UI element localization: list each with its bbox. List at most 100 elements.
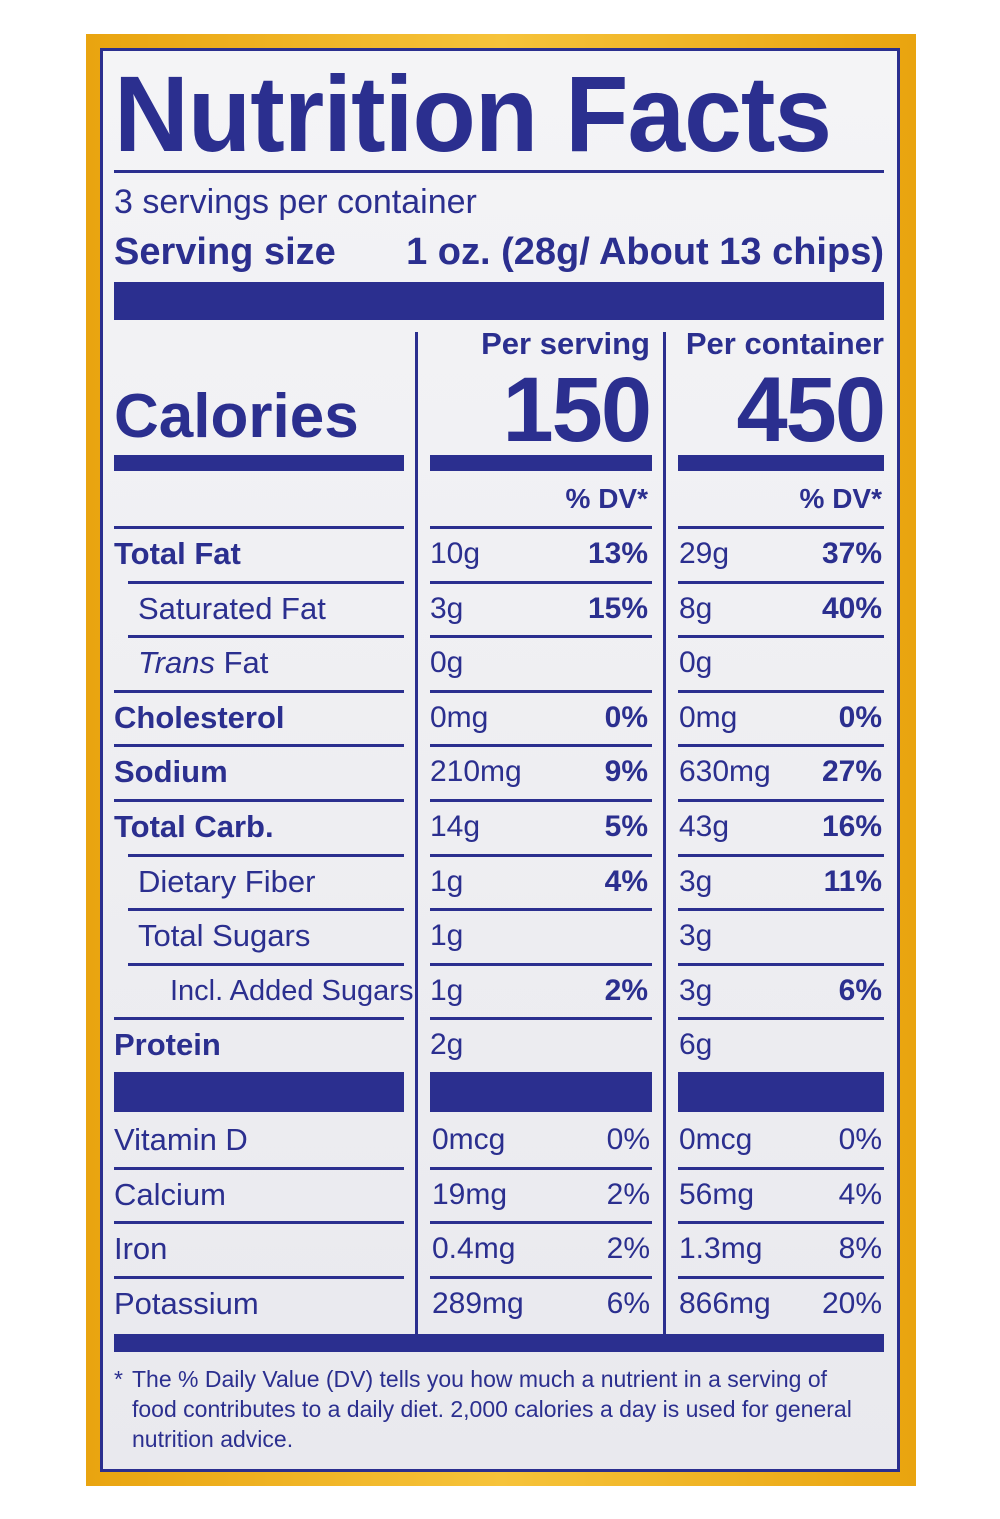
vitamin-rule-serving xyxy=(430,1167,652,1170)
amount-per-container: 6g xyxy=(679,1028,713,1061)
dv-per-serving: 9% xyxy=(604,755,648,788)
row-rule-label xyxy=(114,1017,404,1020)
nutrient-label: Saturated Fat xyxy=(138,591,326,626)
vitamin-dv-per-container: 0% xyxy=(838,1123,882,1156)
dv-header-container: % DV* xyxy=(799,483,882,514)
dv-per-container: 27% xyxy=(821,755,882,788)
dv-per-serving: 5% xyxy=(604,810,648,843)
nutrient-label-italic: Trans xyxy=(138,645,215,680)
row-rule-serving xyxy=(430,581,652,584)
vitamin-dv-per-serving: 0% xyxy=(606,1123,650,1156)
row-rule-serving xyxy=(430,799,652,802)
amount-per-serving: 1g xyxy=(430,919,464,952)
amount-per-serving: 2g xyxy=(430,1028,464,1061)
vitamin-rule-container xyxy=(678,1276,884,1279)
nutrient-label: Total Carb. xyxy=(114,809,274,844)
vitamin-label: Vitamin D xyxy=(114,1122,248,1157)
nutrient-label: Trans Fat xyxy=(138,645,268,681)
calories-label: Calories xyxy=(114,382,359,451)
amount-per-container: 0g xyxy=(679,646,713,679)
row-rule-label xyxy=(128,908,404,911)
dv-header-serving: % DV* xyxy=(565,483,648,514)
per-serving-header: Per serving xyxy=(481,326,650,361)
row-rule-label xyxy=(114,526,404,529)
row-rule-container xyxy=(678,799,884,802)
row-rule-container xyxy=(678,635,884,638)
vitamin-amount-per-serving: 289mg xyxy=(432,1287,524,1320)
dv-per-container: 37% xyxy=(821,537,882,570)
title-rule xyxy=(114,170,884,173)
calories-per-serving: 150 xyxy=(502,359,652,461)
dv-per-container: 16% xyxy=(821,810,882,843)
per-container-header: Per container xyxy=(685,326,884,361)
vitamin-dv-per-serving: 2% xyxy=(606,1178,650,1211)
nutrient-label: Total Fat xyxy=(114,536,241,571)
vitamin-rule-label xyxy=(114,1167,404,1170)
dv-per-container: 6% xyxy=(838,974,882,1007)
vitamin-dv-per-serving: 6% xyxy=(606,1287,650,1320)
row-rule-container xyxy=(678,581,884,584)
row-rule-container xyxy=(678,690,884,693)
amount-per-container: 3g xyxy=(679,865,713,898)
row-rule-serving xyxy=(430,690,652,693)
dv-per-serving: 2% xyxy=(604,974,648,1007)
dv-per-container: 40% xyxy=(821,592,882,625)
nutrient-label: Total Sugars xyxy=(138,918,311,953)
amount-per-container: 8g xyxy=(679,592,713,625)
nutrient-label: Incl. Added Sugars xyxy=(170,975,414,1007)
row-rule-container xyxy=(678,908,884,911)
amount-per-serving: 3g xyxy=(430,592,464,625)
amount-per-serving: 0mg xyxy=(430,701,489,734)
footnote-line-3: nutrition advice. xyxy=(132,1426,294,1452)
footnote-marker: * xyxy=(114,1366,123,1392)
row-rule-label xyxy=(128,635,404,638)
vitamin-amount-per-serving: 0.4mg xyxy=(432,1232,516,1265)
row-rule-serving xyxy=(430,854,652,857)
column-divider-2 xyxy=(663,332,666,1334)
nutrient-label: Sodium xyxy=(114,754,228,789)
servings-per-container: 3 servings per container xyxy=(114,183,477,221)
row-rule-label xyxy=(114,799,404,802)
vitamin-amount-per-serving: 19mg xyxy=(432,1178,508,1211)
vitamin-amount-per-container: 56mg xyxy=(679,1178,755,1211)
row-rule-label xyxy=(128,581,404,584)
row-rule-serving xyxy=(430,744,652,747)
serving-size-label: Serving size xyxy=(114,231,336,273)
dv-per-serving: 13% xyxy=(587,537,648,570)
dv-per-serving: 0% xyxy=(604,701,648,734)
row-rule-serving xyxy=(430,963,652,966)
thick-bar-top xyxy=(114,282,884,320)
amount-per-container: 630mg xyxy=(679,755,771,788)
vitamin-dv-per-container: 8% xyxy=(838,1232,882,1265)
row-rule-container xyxy=(678,1017,884,1020)
row-rule-serving xyxy=(430,1017,652,1020)
vitamin-amount-per-container: 866mg xyxy=(679,1287,771,1320)
row-rule-serving xyxy=(430,526,652,529)
amount-per-serving: 10g xyxy=(430,537,481,570)
vitamin-label: Potassium xyxy=(114,1286,259,1321)
vitamin-rule-serving xyxy=(430,1276,652,1279)
vitamin-amount-per-serving: 0mcg xyxy=(432,1123,506,1156)
nutrient-label: Dietary Fiber xyxy=(138,864,316,899)
vitamin-dv-per-container: 4% xyxy=(838,1178,882,1211)
footnote-line-1: The % Daily Value (DV) tells you how muc… xyxy=(132,1366,827,1392)
dv-per-container: 0% xyxy=(838,701,882,734)
column-divider-1 xyxy=(415,332,418,1334)
amount-per-serving: 1g xyxy=(430,974,464,1007)
vitamin-rule-container xyxy=(678,1167,884,1170)
vitamin-amount-per-container: 1.3mg xyxy=(679,1232,763,1265)
thick-bar-mid-label xyxy=(114,1072,404,1112)
vitamin-rule-label xyxy=(114,1276,404,1279)
nutrient-label: Cholesterol xyxy=(114,700,285,735)
vitamin-label: Iron xyxy=(114,1231,168,1266)
dv-per-container: 11% xyxy=(823,865,882,898)
amount-per-container: 43g xyxy=(679,810,730,843)
vitamin-amount-per-container: 0mcg xyxy=(679,1123,753,1156)
amount-per-serving: 1g xyxy=(430,865,464,898)
row-rule-serving xyxy=(430,635,652,638)
calories-bar-container xyxy=(678,455,884,471)
calories-per-container: 450 xyxy=(736,359,886,461)
row-rule-label xyxy=(114,690,404,693)
row-rule-container xyxy=(678,744,884,747)
serving-size-value: 1 oz. (28g/ About 13 chips) xyxy=(406,231,884,273)
